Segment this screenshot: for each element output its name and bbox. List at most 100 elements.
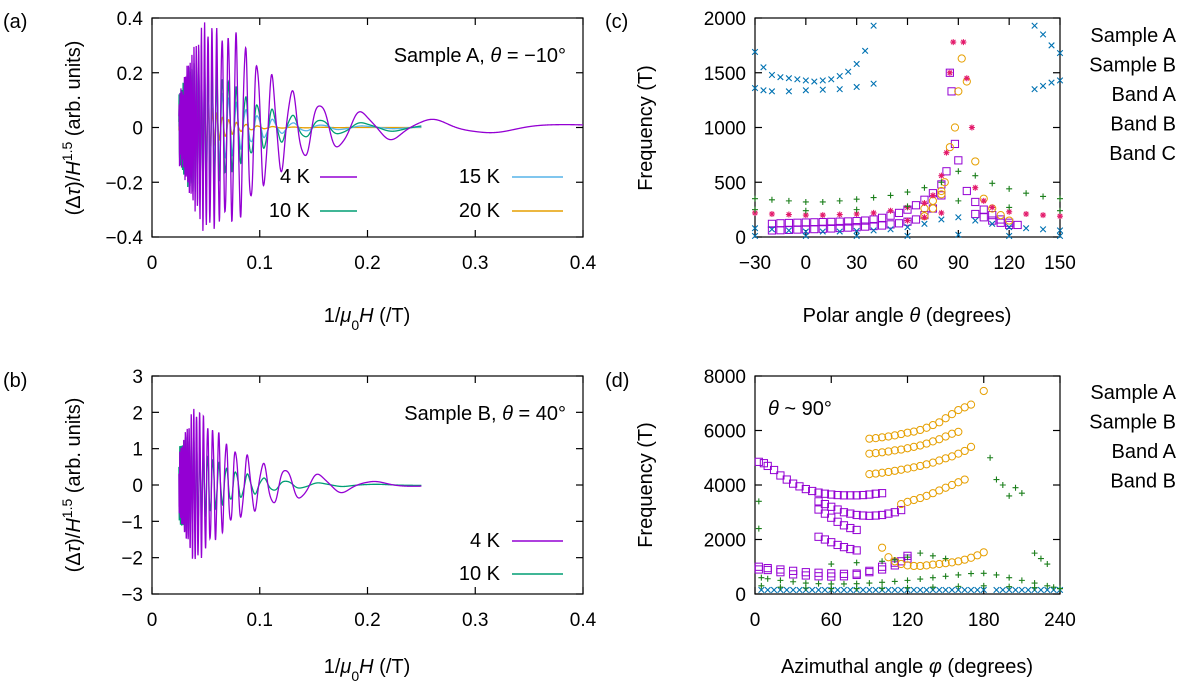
data-point-d-3 — [879, 579, 886, 586]
data-point-d-3 — [891, 556, 898, 563]
data-point-c-0 — [877, 213, 887, 222]
data-point-d-3 — [968, 570, 975, 577]
data-point-d-0 — [858, 511, 868, 520]
data-point-d-0 — [814, 488, 823, 497]
data-point-d-1 — [897, 429, 906, 439]
legend-entry-c-1: Sample B — [1089, 55, 1176, 77]
data-point-d-1 — [890, 466, 899, 475]
data-point-d-1 — [890, 446, 899, 455]
data-point-c-2 — [751, 48, 759, 56]
x-tick-label-a: 0.1 — [247, 253, 273, 274]
legend-entry-c-4: Band C — [1109, 143, 1176, 165]
data-point-d-1 — [871, 469, 880, 478]
data-point-c-2 — [1056, 49, 1064, 57]
y-tick-label-d: 8000 — [704, 367, 746, 388]
data-point-d-0 — [801, 484, 810, 494]
data-point-c-2 — [870, 227, 877, 234]
data-point-d-3 — [1018, 577, 1025, 584]
x-tick-label-d: 0 — [750, 610, 761, 631]
data-point-c-2 — [760, 87, 767, 94]
data-point-d-1 — [909, 561, 918, 571]
data-point-c-2 — [955, 231, 962, 238]
x-tick-label-b: 0.3 — [462, 610, 488, 631]
data-point-d-3 — [1006, 574, 1013, 581]
data-point-d-3 — [1057, 585, 1063, 592]
data-point-c-0 — [988, 211, 997, 220]
data-point-d-0 — [871, 489, 880, 498]
data-point-c-3 — [1023, 211, 1030, 218]
panel-annotation-d: θ ~ 90° — [768, 398, 832, 420]
data-point-c-2 — [836, 85, 843, 93]
data-point-d-3 — [987, 454, 994, 461]
legend-entry-b-1: 10 K — [459, 563, 501, 585]
y-tick-label-c: 1500 — [704, 64, 746, 85]
data-point-d-0 — [763, 564, 772, 573]
data-point-d-0 — [877, 565, 887, 574]
data-point-c-4 — [802, 198, 809, 205]
data-point-c-3 — [870, 209, 877, 216]
data-point-d-3 — [1018, 490, 1025, 497]
data-point-d-1 — [922, 561, 931, 570]
data-point-c-2 — [751, 225, 759, 232]
data-point-d-2 — [789, 586, 797, 594]
data-point-d-0 — [852, 510, 861, 520]
y-tick-label-b: 0 — [132, 476, 143, 497]
data-point-c-2 — [802, 77, 810, 84]
data-point-c-1 — [954, 87, 963, 96]
data-point-c-2 — [785, 88, 793, 95]
data-point-d-3 — [904, 554, 911, 561]
data-point-c-3 — [904, 217, 911, 224]
data-point-c-2 — [853, 60, 860, 68]
data-point-c-2 — [836, 228, 843, 235]
data-point-d-2 — [1037, 586, 1045, 594]
data-point-c-2 — [811, 78, 818, 85]
data-point-d-3 — [929, 552, 936, 559]
x-axis-label-a: 1/μ0H (/T) — [324, 305, 411, 333]
data-point-c-3 — [853, 211, 860, 218]
data-point-c-0 — [818, 224, 827, 233]
data-point-d-1 — [960, 475, 969, 484]
data-point-c-3 — [943, 149, 950, 156]
data-point-d-0 — [776, 568, 785, 577]
data-point-d-3 — [758, 574, 765, 581]
data-point-c-2 — [751, 232, 759, 240]
data-point-c-4 — [870, 194, 877, 201]
series-line-b-0 — [178, 408, 422, 560]
data-point-d-3 — [815, 580, 822, 587]
data-point-d-3 — [790, 578, 797, 585]
data-point-d-0 — [808, 486, 817, 496]
panel-label-c: (c) — [605, 11, 628, 33]
data-point-c-4 — [989, 180, 996, 187]
data-point-d-1 — [884, 553, 893, 562]
data-point-d-2 — [847, 586, 854, 594]
data-point-d-3 — [1044, 582, 1051, 589]
data-point-c-1 — [996, 211, 1005, 220]
data-point-d-0 — [833, 505, 842, 514]
data-point-c-4 — [904, 189, 911, 196]
data-point-d-3 — [999, 482, 1006, 488]
data-point-d-0 — [833, 490, 842, 500]
data-point-d-3 — [980, 582, 987, 589]
data-point-d-0 — [839, 491, 849, 500]
y-axis-label-c: Frequency (T) — [635, 65, 657, 191]
data-point-c-2 — [1056, 77, 1064, 84]
data-point-d-0 — [820, 535, 829, 544]
legend-entry-a-2: 15 K — [459, 166, 501, 188]
data-point-c-2 — [1048, 42, 1055, 49]
data-point-c-2 — [972, 217, 979, 224]
data-point-c-3 — [938, 209, 945, 216]
data-point-d-0 — [890, 508, 899, 517]
data-point-d-3 — [755, 525, 762, 532]
data-point-d-0 — [877, 510, 887, 520]
data-point-d-0 — [827, 502, 836, 511]
data-point-c-1 — [928, 204, 938, 213]
data-point-d-2 — [808, 586, 816, 594]
data-point-d-1 — [979, 548, 988, 557]
data-point-c-4 — [1023, 190, 1030, 197]
y-axis-label-a: (Δτ)/H1.5 (arb. units) — [59, 41, 85, 216]
data-point-c-2 — [845, 68, 852, 75]
data-point-d-1 — [884, 467, 893, 477]
data-point-d-2 — [840, 586, 848, 594]
y-tick-label-a: −0.2 — [105, 173, 143, 194]
data-point-d-2 — [834, 586, 841, 594]
